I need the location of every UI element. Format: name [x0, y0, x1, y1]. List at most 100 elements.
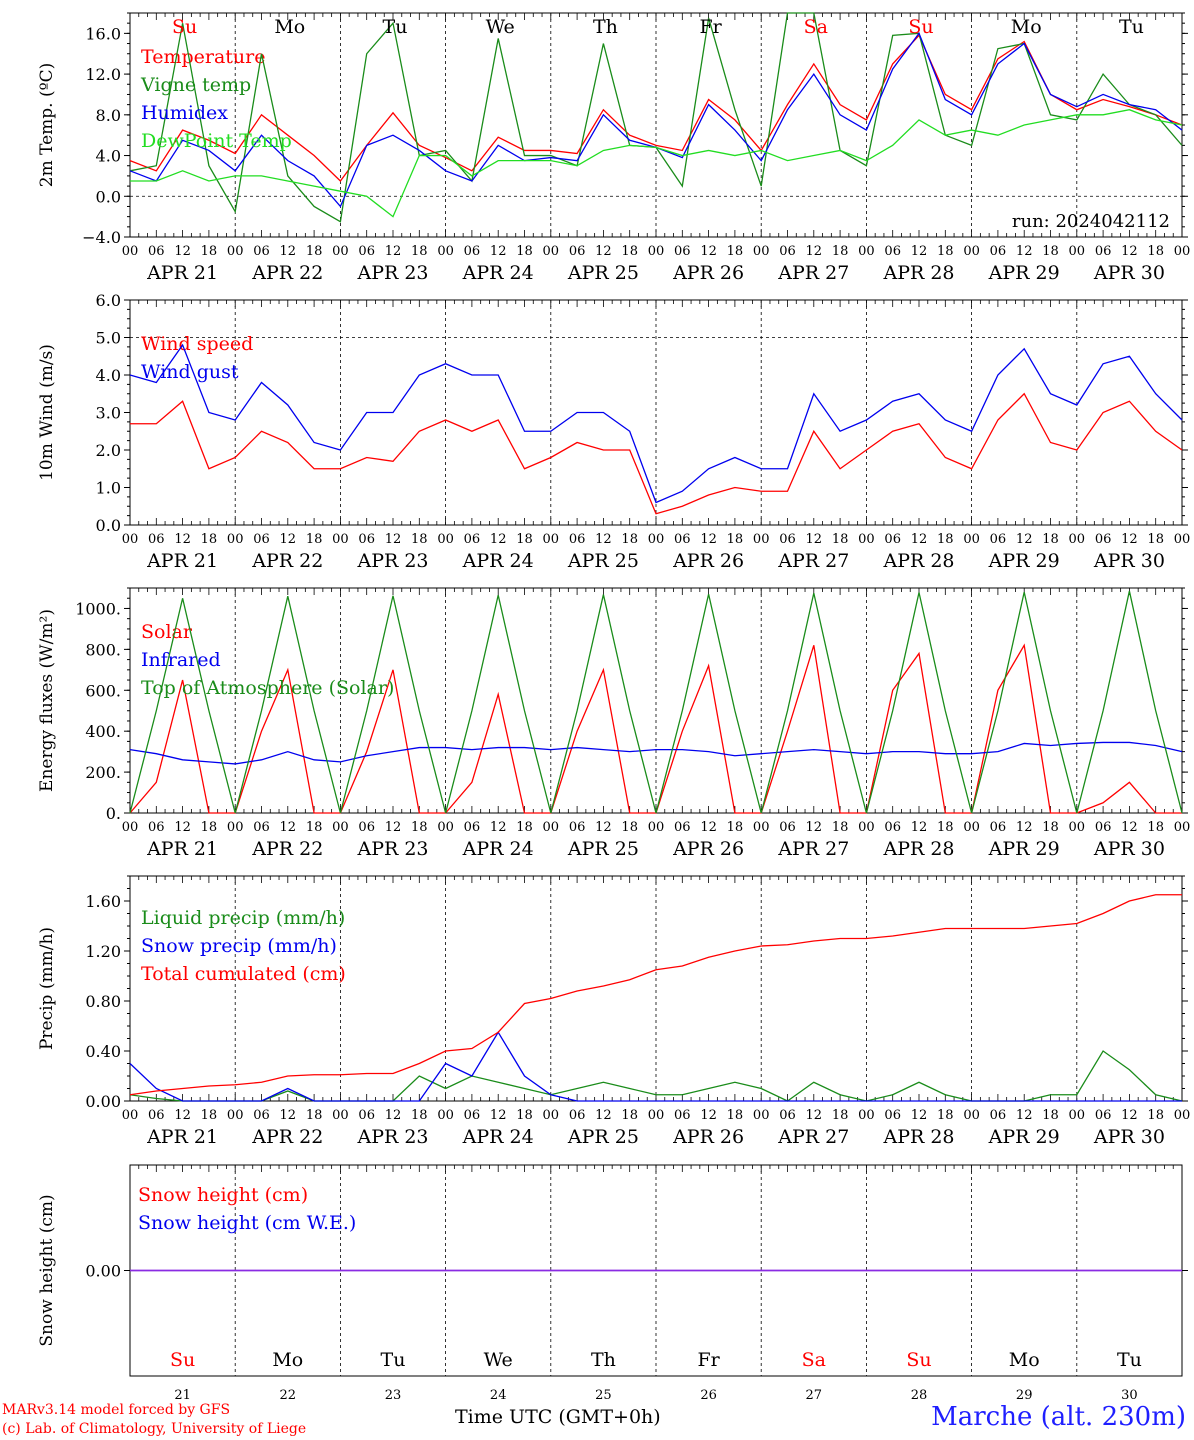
legend-entry: Liquid precip (mm/h)	[141, 907, 345, 929]
date-label: APR 26	[672, 838, 744, 860]
hour-tick-label: 18	[201, 532, 218, 547]
hour-tick-label: 06	[358, 532, 375, 547]
y-tick-label: 800.	[85, 640, 121, 659]
date-label: APR 26	[672, 1126, 744, 1148]
hour-tick-label: 18	[727, 532, 744, 547]
legend-entry: Wind gust	[141, 361, 239, 383]
run-label: run: 2024042112	[1012, 211, 1170, 232]
y-tick-label: 0.00	[85, 1092, 121, 1111]
date-label: APR 25	[567, 838, 639, 860]
hour-tick-label: 06	[990, 532, 1007, 547]
legend-entry: Solar	[141, 621, 193, 643]
hour-tick-label: 12	[911, 244, 928, 259]
date-label: APR 29	[988, 262, 1060, 284]
hour-tick-label: 00	[227, 244, 244, 259]
hour-tick-label: 12	[385, 820, 402, 835]
hour-tick-label: 00	[1174, 1108, 1191, 1123]
hour-tick-label: 00	[122, 532, 139, 547]
hour-tick-label: 18	[306, 820, 323, 835]
hour-tick-label: 00	[122, 244, 139, 259]
hour-tick-label: 00	[227, 1108, 244, 1123]
hour-tick-label: 00	[332, 1108, 349, 1123]
date-label: APR 24	[462, 838, 534, 860]
series-line-total-cumulated-cm-	[129, 894, 1182, 1096]
hour-tick-label: 12	[490, 820, 507, 835]
hour-tick-label: 12	[911, 532, 928, 547]
weekday-label: Mo	[274, 16, 305, 38]
hour-tick-label: 06	[148, 244, 165, 259]
y-tick-label: 600.	[85, 681, 121, 700]
hour-tick-label: 18	[516, 532, 533, 547]
hour-tick-label: 06	[569, 244, 586, 259]
panel-frame	[129, 587, 1183, 814]
hour-tick-label: 18	[1042, 244, 1059, 259]
legend-entry: Snow height (cm)	[138, 1184, 308, 1206]
hour-tick-label: 12	[1121, 820, 1138, 835]
date-label: APR 30	[1093, 1126, 1165, 1148]
station-label: Marche (alt. 230m)	[931, 1402, 1186, 1432]
hour-tick-label: 06	[884, 820, 901, 835]
hour-tick-label: 12	[595, 820, 612, 835]
date-label: APR 22	[251, 550, 323, 572]
hour-tick-label: 00	[648, 244, 665, 259]
weekday-label: Su	[908, 16, 933, 38]
hour-tick-label: 00	[122, 1108, 139, 1123]
hour-tick-label: 12	[174, 1108, 191, 1123]
hour-tick-label: 00	[1174, 820, 1191, 835]
hour-tick-label: 06	[148, 1108, 165, 1123]
hour-tick-label: 06	[990, 244, 1007, 259]
series-line-snow-precip-mm-h-	[129, 1030, 1182, 1102]
y-tick-label: 0.0	[96, 516, 121, 535]
hour-tick-label: 06	[1095, 1108, 1112, 1123]
hour-tick-label: 00	[332, 244, 349, 259]
day-number-label: 25	[595, 1388, 612, 1403]
legend-entry: Infrared	[141, 649, 221, 671]
hour-tick-label: 00	[1174, 532, 1191, 547]
hour-tick-label: 00	[1069, 1108, 1086, 1123]
hour-tick-label: 06	[253, 820, 270, 835]
hour-tick-label: 00	[543, 1108, 560, 1123]
hour-tick-label: 00	[648, 820, 665, 835]
date-label: APR 21	[146, 1126, 218, 1148]
hour-tick-label: 18	[411, 1108, 428, 1123]
legend-entry: Snow precip (mm/h)	[141, 935, 337, 957]
hour-tick-label: 18	[832, 1108, 849, 1123]
y-tick-label: 200.	[85, 763, 121, 782]
date-label: APR 30	[1093, 262, 1165, 284]
hour-tick-label: 18	[306, 244, 323, 259]
y-axis-label: 10m Wind (m/s)	[37, 344, 57, 481]
hour-tick-label: 12	[280, 532, 297, 547]
hour-tick-label: 00	[437, 1108, 454, 1123]
y-axis-label: Energy fluxes (W/m²)	[37, 609, 57, 792]
hour-tick-label: 18	[516, 820, 533, 835]
hour-tick-label: 06	[569, 1108, 586, 1123]
hour-tick-label: 12	[700, 244, 717, 259]
hour-tick-label: 00	[858, 244, 875, 259]
hour-tick-label: 06	[779, 244, 796, 259]
date-label: APR 25	[567, 262, 639, 284]
hour-tick-label: 06	[253, 532, 270, 547]
hour-tick-label: 12	[174, 532, 191, 547]
date-label: APR 27	[777, 838, 849, 860]
hour-tick-label: 06	[569, 532, 586, 547]
hour-tick-label: 00	[648, 1108, 665, 1123]
date-label: APR 27	[777, 550, 849, 572]
hour-tick-label: 12	[1016, 532, 1033, 547]
y-axis-label: 2m Temp. (ºC)	[37, 63, 57, 188]
legend-entry: Wind speed	[141, 333, 253, 355]
hour-tick-label: 18	[1147, 532, 1164, 547]
y-tick-label: 16.0	[85, 24, 121, 43]
hour-tick-label: 06	[884, 532, 901, 547]
hour-tick-label: 12	[1016, 820, 1033, 835]
hour-tick-label: 18	[937, 1108, 954, 1123]
day-number-label: 22	[280, 1388, 297, 1403]
hour-tick-label: 12	[806, 820, 823, 835]
weekday-label: Tu	[1117, 1349, 1142, 1371]
legend-entry: Vigne temp	[140, 74, 251, 96]
hour-tick-label: 18	[1042, 532, 1059, 547]
hour-tick-label: 06	[1095, 532, 1112, 547]
hour-tick-label: 18	[1147, 244, 1164, 259]
hour-tick-label: 00	[332, 820, 349, 835]
legend-entry: DewPoint Temp	[141, 130, 292, 152]
hour-tick-label: 00	[963, 1108, 980, 1123]
